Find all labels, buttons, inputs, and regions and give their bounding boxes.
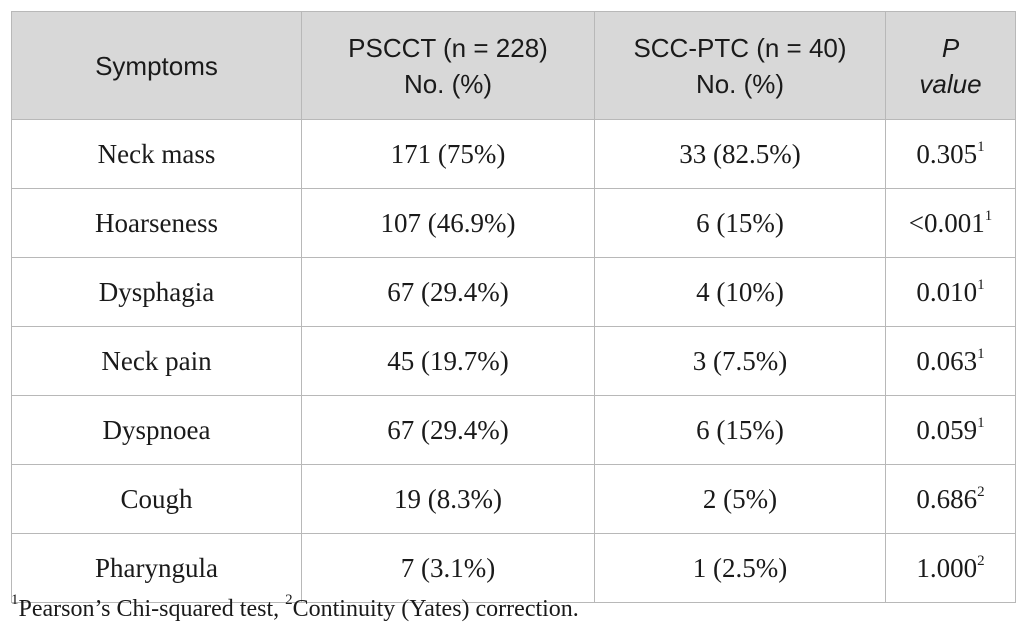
column-header-line: No. (%) — [695, 68, 785, 99]
column-header-line: value — [919, 68, 982, 99]
column-header-line: SCC-PTC (n = 40) — [633, 32, 847, 63]
p-value-cell: 0.0101 — [885, 257, 1016, 327]
p-value-cell: 0.0591 — [885, 395, 1016, 465]
p-value-cell: 0.6862 — [885, 464, 1016, 534]
pscct-cell: 171 (75%) — [301, 119, 595, 189]
column-header: SCC-PTC (n = 40) No. (%) — [594, 11, 886, 120]
footnote-marker-2: 2 — [285, 592, 293, 608]
table-row: Hoarseness 107 (46.9%) 6 (15%) <0.0011 — [11, 188, 1016, 258]
footnote-marker-1: 1 — [11, 592, 19, 608]
pscct-cell: 67 (29.4%) — [301, 395, 595, 465]
p-value-footnote-marker: 2 — [977, 483, 985, 500]
p-value-footnote-marker: 1 — [977, 138, 985, 155]
p-value-footnote-marker: 1 — [977, 414, 985, 431]
table-row: Neck mass 171 (75%) 33 (82.5%) 0.3051 — [11, 119, 1016, 189]
p-value-footnote-marker: 1 — [977, 345, 985, 362]
column-header-line: PSCCT (n = 228) — [348, 32, 548, 63]
pscct-cell: 19 (8.3%) — [301, 464, 595, 534]
p-value-cell: 0.0631 — [885, 326, 1016, 396]
table-footnote: 1Pearson’s Chi-squared test, 2Continuity… — [11, 593, 579, 623]
sccptc-cell: 6 (15%) — [594, 188, 886, 258]
sccptc-cell: 6 (15%) — [594, 395, 886, 465]
symptom-cell: Hoarseness — [11, 188, 302, 258]
p-value: 0.059 — [916, 414, 978, 445]
symptom-cell: Neck pain — [11, 326, 302, 396]
pscct-cell: 45 (19.7%) — [301, 326, 595, 396]
symptoms-table: Symptoms PSCCT (n = 228) No. (%) SCC-PTC (n… — [11, 11, 1016, 603]
symptom-cell: Neck mass — [11, 119, 302, 189]
pscct-cell: 7 (3.1%) — [301, 533, 595, 603]
table-header: Symptoms PSCCT (n = 228) No. (%) SCC-PTC (n… — [11, 11, 1016, 120]
symptom-cell: Dyspnoea — [11, 395, 302, 465]
p-value: 0.305 — [916, 138, 978, 169]
sccptc-cell: 4 (10%) — [594, 257, 886, 327]
table-row: Dysphagia 67 (29.4%) 4 (10%) 0.0101 — [11, 257, 1016, 327]
column-header: PSCCT (n = 228) No. (%) — [301, 11, 595, 120]
pscct-cell: 67 (29.4%) — [301, 257, 595, 327]
symptom-cell: Cough — [11, 464, 302, 534]
p-value: 0.010 — [916, 276, 978, 307]
table-row: Cough 19 (8.3%) 2 (5%) 0.6862 — [11, 464, 1016, 534]
footnote-text-2: Continuity (Yates) correction. — [292, 596, 579, 622]
column-header-line: No. (%) — [403, 68, 493, 99]
column-header-line: P — [941, 32, 960, 63]
table-row: Neck pain 45 (19.7%) 3 (7.5%) 0.0631 — [11, 326, 1016, 396]
p-value-footnote-marker: 1 — [984, 207, 993, 224]
p-value: 1.000 — [916, 552, 978, 583]
p-value-footnote-marker: 1 — [977, 276, 985, 293]
p-value: 0.686 — [916, 483, 978, 514]
p-value-footnote-marker: 2 — [977, 552, 985, 569]
p-value-cell: <0.0011 — [885, 188, 1016, 258]
sccptc-cell: 2 (5%) — [594, 464, 886, 534]
p-value-cell: 0.3051 — [885, 119, 1016, 189]
p-value: 0.063 — [916, 345, 978, 376]
pscct-cell: 107 (46.9%) — [301, 188, 595, 258]
table-row: Dyspnoea 67 (29.4%) 6 (15%) 0.0591 — [11, 395, 1016, 465]
p-value: <0.001 — [908, 207, 985, 238]
column-header: Symptoms — [11, 11, 302, 120]
table-row: Pharyngula 7 (3.1%) 1 (2.5%) 1.0002 — [11, 533, 1016, 603]
symptom-cell: Dysphagia — [11, 257, 302, 327]
sccptc-cell: 33 (82.5%) — [594, 119, 886, 189]
symptom-cell: Pharyngula — [11, 533, 302, 603]
table-body: Neck mass 171 (75%) 33 (82.5%) 0.3051 Hoarse… — [11, 119, 1016, 603]
header-row: Symptoms PSCCT (n = 228) No. (%) SCC-PTC (n… — [11, 11, 1016, 120]
column-header-line: Symptoms — [95, 50, 218, 81]
sccptc-cell: 1 (2.5%) — [594, 533, 886, 603]
p-value-cell: 1.0002 — [885, 533, 1016, 603]
footnote-text-1: Pearson’s Chi-squared test, — [18, 596, 286, 622]
sccptc-cell: 3 (7.5%) — [594, 326, 886, 396]
